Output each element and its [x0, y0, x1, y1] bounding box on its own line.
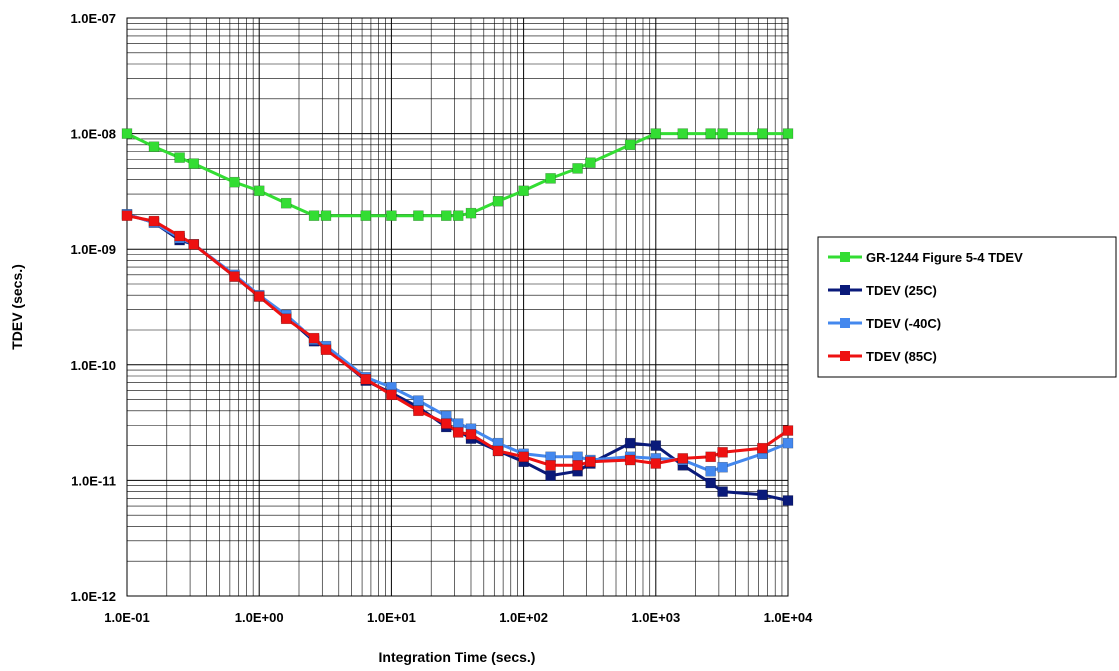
- data-point: [229, 271, 240, 282]
- data-point: [308, 210, 320, 221]
- series-0: [121, 128, 794, 221]
- data-point: [585, 157, 596, 168]
- data-point: [253, 291, 265, 302]
- data-point: [413, 395, 424, 406]
- legend: GR-1244 Figure 5-4 TDEV TDEV (25C) TDEV (-…: [817, 236, 1117, 378]
- data-point: [253, 185, 265, 197]
- data-point: [452, 427, 464, 438]
- data-point: [148, 141, 160, 152]
- data-point: [121, 128, 133, 139]
- data-point: [757, 128, 768, 139]
- data-point: [572, 460, 583, 471]
- data-point: [308, 332, 320, 344]
- y-tick-label: 1.0E-09: [70, 242, 116, 257]
- data-point: [624, 139, 636, 151]
- data-point: [705, 477, 716, 489]
- data-point: [518, 451, 529, 463]
- data-point: [320, 210, 332, 221]
- data-point: [717, 128, 728, 139]
- data-point: [677, 128, 689, 139]
- data-point: [441, 418, 452, 429]
- data-point: [518, 185, 529, 197]
- data-point: [441, 210, 452, 221]
- data-point: [545, 173, 556, 184]
- data-point: [717, 461, 728, 473]
- series-line: [126, 132, 788, 218]
- data-point: [174, 152, 185, 163]
- series-1: [121, 209, 794, 506]
- series-3: [121, 210, 794, 471]
- plot-area-frame: [126, 17, 789, 597]
- data-point: [174, 230, 185, 242]
- x-tick-label: 1.0E+01: [367, 610, 416, 625]
- legend-label: TDEV (85C): [866, 349, 937, 364]
- gridlines: [126, 18, 788, 597]
- x-tick-label: 1.0E-01: [104, 610, 150, 625]
- data-point: [465, 207, 477, 219]
- data-point: [320, 344, 332, 355]
- data-point: [360, 210, 372, 221]
- x-axis-title: Integration Time (secs.): [379, 649, 536, 665]
- data-point: [492, 445, 504, 457]
- legend-swatch-marker: [840, 351, 850, 361]
- data-point: [705, 451, 716, 463]
- data-point: [229, 176, 240, 188]
- data-point: [782, 128, 794, 139]
- y-tick-label: 1.0E-12: [70, 589, 116, 604]
- legend-swatch-marker: [840, 252, 850, 262]
- legend-box: [817, 236, 1117, 378]
- data-point: [650, 128, 662, 139]
- data-point: [545, 460, 556, 471]
- data-point: [757, 489, 768, 501]
- x-tick-label: 1.0E+02: [499, 610, 548, 625]
- data-point: [188, 239, 200, 250]
- data-point: [386, 389, 397, 401]
- data-point: [782, 495, 794, 506]
- x-tick-label: 1.0E+03: [631, 610, 680, 625]
- data-point: [360, 373, 372, 385]
- data-point: [465, 429, 477, 440]
- data-point: [413, 210, 424, 221]
- data-point: [545, 470, 556, 481]
- data-point: [413, 405, 424, 417]
- y-axis-title: TDEV (secs.): [9, 264, 25, 350]
- x-tick-label: 1.0E+04: [764, 610, 814, 625]
- data-point: [386, 210, 397, 221]
- y-tick-label: 1.0E-07: [70, 11, 116, 26]
- data-point: [650, 458, 662, 469]
- data-point: [572, 163, 583, 174]
- data-point: [452, 418, 464, 429]
- data-point: [585, 456, 596, 467]
- data-point: [705, 465, 716, 477]
- data-point: [492, 195, 504, 207]
- data-point: [148, 215, 160, 227]
- legend-swatch-marker: [840, 285, 850, 295]
- data-point: [782, 425, 794, 436]
- legend-label: TDEV (25C): [866, 283, 937, 298]
- data-point: [650, 440, 662, 451]
- data-point: [624, 454, 636, 466]
- y-tick-label: 1.0E-11: [71, 473, 116, 488]
- data-point: [624, 437, 636, 449]
- tick-labels: 1.0E-01 1.0E+00 1.0E+01 1.0E+02 1.0E+03 1.0E+…: [70, 11, 813, 625]
- data-point: [782, 437, 794, 449]
- legend-swatch-marker: [840, 318, 850, 328]
- data-point: [677, 453, 689, 464]
- series-layer: [121, 128, 794, 506]
- data-point: [717, 447, 728, 458]
- legend-label: TDEV (-40C): [866, 316, 941, 331]
- data-point: [757, 442, 768, 454]
- data-point: [121, 210, 133, 221]
- data-point: [452, 210, 464, 221]
- x-tick-label: 1.0E+00: [235, 610, 284, 625]
- y-tick-label: 1.0E-08: [70, 127, 116, 142]
- data-point: [188, 158, 200, 169]
- data-point: [717, 486, 728, 497]
- data-point: [280, 313, 292, 325]
- data-point: [280, 197, 292, 209]
- y-tick-label: 1.0E-10: [70, 358, 116, 373]
- legend-label: GR-1244 Figure 5-4 TDEV: [866, 250, 1023, 265]
- data-point: [705, 128, 716, 139]
